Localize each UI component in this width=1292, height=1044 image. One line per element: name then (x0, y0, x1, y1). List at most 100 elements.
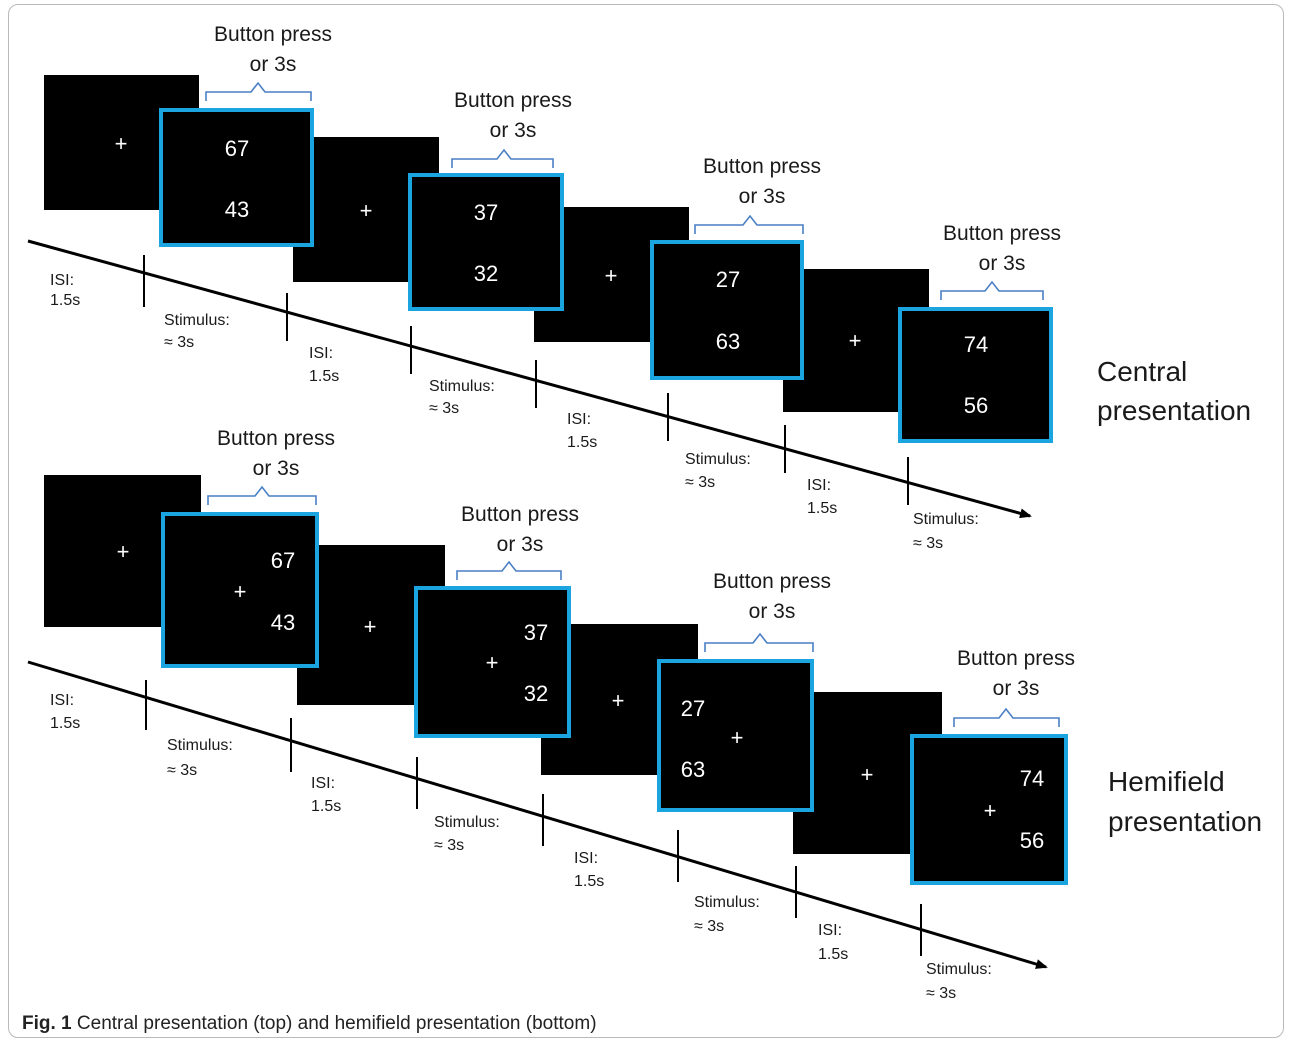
response-label: Button press (461, 503, 579, 526)
isi-label: 1.5s (50, 292, 80, 309)
timeline-diagram: + + + + 67 43 37 32 27 63 74 56 Button p… (27, 23, 1262, 1000)
isi-label: ISI: (818, 922, 842, 939)
response-label: or 3s (993, 677, 1040, 700)
stimulus-number: 63 (681, 757, 705, 782)
fixation-cross: + (115, 131, 128, 156)
stimulus-number: 37 (524, 620, 548, 645)
response-label: Button press (217, 427, 335, 450)
response-brace (451, 148, 554, 168)
stimulus-number: 32 (474, 261, 498, 286)
response-label: or 3s (490, 119, 537, 142)
stimulus-duration-label: Stimulus: (694, 894, 760, 911)
response-brace (207, 485, 317, 505)
isi-label: ISI: (50, 692, 74, 709)
response-label: or 3s (250, 53, 297, 76)
isi-label: 1.5s (309, 368, 339, 385)
stimulus-duration-label: Stimulus: (913, 511, 979, 528)
fixation-cross: + (731, 725, 744, 750)
stimulus-duration-label: ≈ 3s (913, 535, 943, 552)
figure-number: Fig. 1 (22, 1013, 72, 1034)
response-label: Button press (454, 89, 572, 112)
stimulus-number: 74 (964, 332, 988, 357)
isi-label: ISI: (311, 775, 335, 792)
isi-label: ISI: (309, 345, 333, 362)
isi-label: 1.5s (818, 946, 848, 963)
fixation-cross: + (364, 614, 377, 639)
stimulus-number: 56 (964, 393, 988, 418)
isi-label: ISI: (807, 477, 831, 494)
isi-label: 1.5s (807, 500, 837, 517)
panel-label: Hemifield (1108, 766, 1225, 797)
stimulus-duration-label: Stimulus: (429, 378, 495, 395)
stimulus-number: 67 (225, 136, 249, 161)
stimulus-number: 27 (681, 696, 705, 721)
stimulus-number: 56 (1020, 828, 1044, 853)
isi-label: 1.5s (567, 434, 597, 451)
stimulus-number: 32 (524, 681, 548, 706)
isi-label: 1.5s (311, 798, 341, 815)
stimulus-screen-1 (159, 108, 314, 247)
response-label: or 3s (979, 252, 1026, 275)
stimulus-duration-label: ≈ 3s (685, 474, 715, 491)
stimulus-number: 63 (716, 329, 740, 354)
stimulus-duration-label: ≈ 3s (694, 918, 724, 935)
response-brace (456, 560, 562, 580)
fixation-cross: + (117, 539, 130, 564)
isi-label: ISI: (50, 272, 74, 289)
timeline-arrow (27, 660, 1048, 969)
stimulus-duration-label: Stimulus: (685, 451, 751, 468)
stimulus-duration-label: ≈ 3s (164, 334, 194, 351)
figure-caption: Fig. 1 Central presentation (top) and he… (22, 1013, 597, 1035)
response-label: or 3s (497, 533, 544, 556)
fixation-cross: + (849, 328, 862, 353)
stimulus-screen-2 (408, 173, 564, 311)
stimulus-duration-label: Stimulus: (926, 961, 992, 978)
fixation-cross: + (360, 198, 373, 223)
response-brace (704, 632, 814, 652)
stimulus-duration-label: ≈ 3s (167, 762, 197, 779)
response-label: Button press (713, 570, 831, 593)
stimulus-number: 67 (271, 548, 295, 573)
response-label: Button press (957, 647, 1075, 670)
isi-label: ISI: (574, 850, 598, 867)
fixation-cross: + (486, 650, 499, 675)
stimulus-number: 43 (225, 197, 249, 222)
stimulus-screen-1 (161, 512, 319, 668)
response-brace (940, 280, 1044, 300)
stimulus-number: 37 (474, 200, 498, 225)
hemifield-panel: + + + + + + + + 67 43 37 32 27 63 74 56 … (27, 427, 1262, 1000)
stimulus-screen-3 (657, 659, 814, 812)
stimulus-screen-2 (414, 586, 571, 738)
isi-label: 1.5s (574, 873, 604, 890)
stimulus-number: 74 (1020, 766, 1044, 791)
stimulus-number: 43 (271, 610, 295, 635)
stimulus-screen-3 (650, 240, 804, 380)
panel-label: Central (1097, 356, 1187, 387)
figure-frame (8, 4, 1284, 1038)
isi-label: ISI: (567, 411, 591, 428)
stimulus-duration-label: Stimulus: (434, 814, 500, 831)
response-label: or 3s (253, 457, 300, 480)
stimulus-duration-label: ≈ 3s (429, 400, 459, 417)
stimulus-duration-label: Stimulus: (164, 312, 230, 329)
fixation-cross: + (612, 688, 625, 713)
panel-label: presentation (1097, 395, 1251, 426)
response-label: Button press (214, 23, 332, 46)
fixation-cross: + (234, 579, 247, 604)
panel-label: presentation (1108, 806, 1262, 837)
response-brace (953, 707, 1060, 727)
stimulus-screen-4 (910, 734, 1068, 885)
fixation-cross: + (984, 798, 997, 823)
stimulus-number: 27 (716, 267, 740, 292)
stimulus-screen-4 (898, 307, 1053, 443)
response-label: or 3s (739, 185, 786, 208)
fixation-cross: + (861, 762, 874, 787)
stimulus-duration-label: ≈ 3s (434, 837, 464, 854)
response-brace (694, 214, 804, 234)
timeline-arrow (27, 239, 1032, 519)
fixation-cross: + (605, 263, 618, 288)
response-label: or 3s (749, 600, 796, 623)
response-label: Button press (943, 222, 1061, 245)
caption-text: Central presentation (top) and hemifield… (71, 1013, 597, 1034)
stimulus-duration-label: Stimulus: (167, 737, 233, 754)
